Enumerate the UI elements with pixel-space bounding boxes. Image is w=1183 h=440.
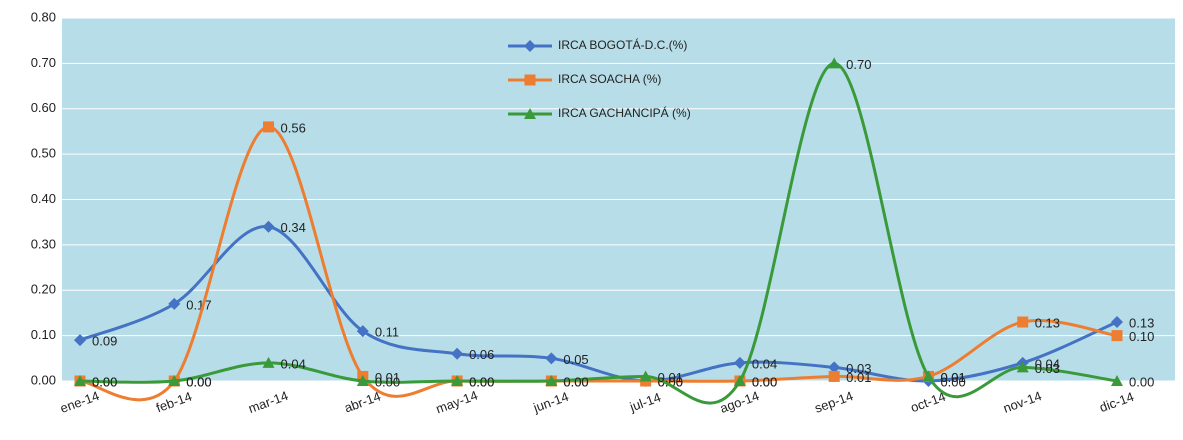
marker — [733, 375, 746, 386]
data-label: 0.00 — [752, 374, 777, 389]
data-label: 0.00 — [752, 374, 777, 389]
marker — [262, 220, 275, 233]
data-label: 0.00 — [186, 374, 211, 389]
marker — [451, 347, 464, 360]
data-label: 0.05 — [563, 352, 588, 367]
data-label: 0.00 — [469, 374, 494, 389]
data-label: 0.00 — [658, 374, 683, 389]
marker — [828, 57, 841, 69]
data-label: 0.13 — [1129, 315, 1154, 330]
marker — [1017, 316, 1029, 328]
y-tick-label: 0.10 — [31, 327, 56, 342]
x-tick-label: abr-14 — [342, 389, 382, 416]
marker — [451, 375, 464, 386]
marker — [524, 108, 536, 119]
legend-label: IRCA SOACHA (%) — [558, 72, 661, 86]
y-tick-label: 0.60 — [31, 100, 56, 115]
marker — [733, 356, 746, 369]
marker — [545, 352, 558, 365]
marker — [828, 361, 841, 374]
data-label: 0.11 — [375, 325, 399, 340]
marker — [545, 375, 558, 386]
data-label: 0.34 — [281, 220, 306, 235]
y-tick-label: 0.30 — [31, 236, 56, 251]
data-label: 0.10 — [1129, 329, 1154, 344]
x-tick-label: dic-14 — [1097, 389, 1135, 415]
marker — [168, 297, 181, 310]
y-tick-label: 0.80 — [31, 9, 56, 24]
data-label: 0.04 — [752, 356, 777, 371]
marker — [639, 370, 652, 382]
marker — [356, 325, 369, 338]
legend-label: IRCA GACHANCIPÁ (%) — [558, 105, 691, 120]
x-tick-label: ene-14 — [58, 388, 101, 416]
x-tick-label: jul-14 — [627, 390, 663, 415]
legend-label: IRCA BOGOTÁ-D.C.(%) — [558, 37, 687, 52]
marker — [74, 334, 86, 347]
marker — [1016, 361, 1029, 373]
marker — [356, 375, 369, 386]
marker — [524, 40, 536, 52]
y-tick-label: 0.00 — [31, 372, 56, 387]
data-label: 0.03 — [1035, 361, 1060, 376]
marker — [1111, 316, 1123, 329]
data-label: 0.04 — [281, 356, 306, 371]
data-label: 0.01 — [658, 370, 683, 385]
marker — [74, 375, 86, 386]
data-label: 0.00 — [1129, 374, 1154, 389]
x-tick-label: may-14 — [434, 388, 480, 417]
series-line — [79, 225, 1118, 383]
x-tick-label: nov-14 — [1001, 388, 1043, 416]
x-tick-label: sep-14 — [813, 388, 855, 416]
data-label: 0.00 — [563, 374, 588, 389]
x-tick-label: ago-14 — [718, 388, 761, 416]
marker — [828, 370, 840, 382]
data-label: 0.03 — [846, 361, 871, 376]
marker — [168, 375, 181, 386]
data-label: 0.01 — [940, 370, 965, 385]
data-label: 0.13 — [1035, 315, 1060, 330]
data-label: 0.09 — [92, 334, 117, 349]
marker — [524, 74, 536, 86]
marker — [263, 121, 275, 133]
data-label: 0.56 — [281, 120, 306, 135]
data-label: 0.00 — [92, 374, 117, 389]
data-label: 0.17 — [186, 297, 211, 312]
data-label: 0.00 — [940, 374, 965, 389]
data-label: 0.01 — [940, 370, 965, 385]
data-label: 0.01 — [846, 370, 871, 385]
y-tick-label: 0.20 — [31, 282, 56, 297]
x-tick-label: mar-14 — [246, 388, 290, 416]
data-label: 0.70 — [846, 57, 871, 72]
data-label: 0.00 — [375, 374, 400, 389]
marker — [1111, 375, 1123, 386]
y-tick-label: 0.70 — [31, 55, 56, 70]
marker — [922, 370, 935, 382]
marker — [262, 356, 275, 368]
marker — [1111, 330, 1123, 342]
y-tick-label: 0.50 — [31, 146, 56, 161]
x-tick-label: jun-14 — [531, 389, 571, 416]
data-label: 0.06 — [469, 347, 494, 362]
y-tick-label: 0.40 — [31, 191, 56, 206]
